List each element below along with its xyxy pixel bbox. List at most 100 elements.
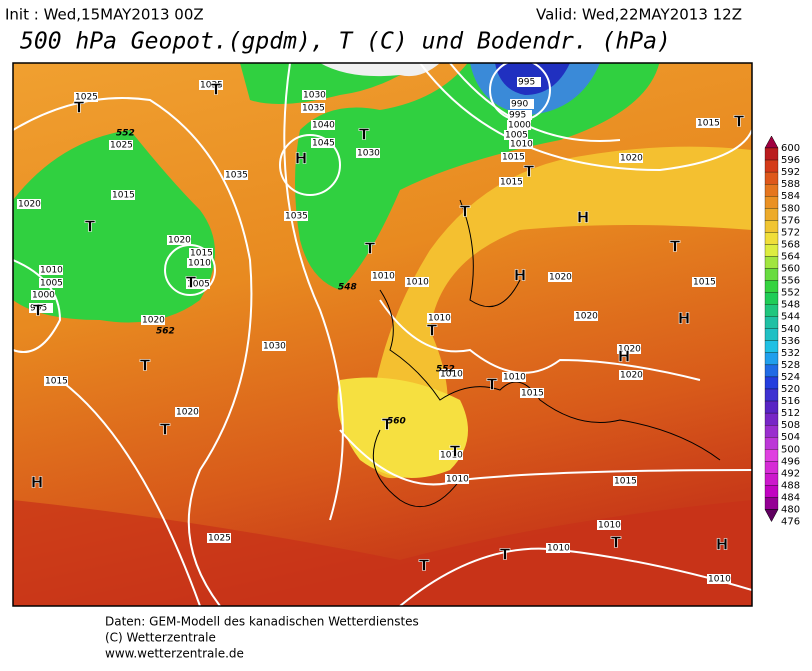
isobar-label-bg: [504, 130, 528, 140]
colorbar-swatch: [764, 424, 779, 438]
pressure-center: T: [359, 126, 370, 144]
isobar-label: 1010: [598, 521, 621, 531]
isobar-label: 1045: [312, 139, 335, 149]
colorbar-swatch: [764, 244, 779, 257]
isobar-label-bg: [175, 407, 199, 417]
isobar-label: 1010: [440, 451, 463, 461]
isobar-label-bg: [207, 533, 231, 543]
isobar-label-bg: [311, 138, 335, 148]
pressure-center: T: [74, 99, 85, 117]
colorbar-swatch: [764, 232, 779, 245]
isobar-label: 1035: [225, 171, 248, 181]
isobar-label: 1010: [510, 140, 533, 150]
isobar-label: 990: [511, 100, 528, 110]
footer-line: Daten: GEM-Modell des kanadischen Wetter…: [105, 615, 419, 629]
colorbar-label: 564: [781, 251, 800, 262]
colorbar-label: 592: [781, 167, 800, 178]
geopotential-label: 562: [156, 327, 175, 337]
colorbar-label: 580: [781, 203, 800, 214]
isobar-label: 1000: [32, 291, 55, 301]
colorbar-label: 536: [781, 336, 800, 347]
pressure-center: T: [160, 421, 171, 439]
pressure-center: T: [419, 557, 430, 575]
isobar-label-bg: [74, 92, 98, 102]
colorbar-label: 520: [781, 384, 800, 395]
colorbar-label: 528: [781, 360, 800, 371]
map-frame: [12, 62, 753, 607]
pressure-center: H: [514, 267, 527, 285]
colorbar-swatch: [764, 340, 779, 353]
pressure-center: T: [365, 240, 376, 258]
colorbar-swatch: [764, 497, 779, 510]
colorbar-swatch: [764, 292, 779, 305]
isobar-label: 1015: [500, 178, 523, 188]
colorbar-label: 544: [781, 312, 800, 323]
pressure-center: T: [382, 416, 393, 434]
isobar-label-bg: [574, 311, 598, 321]
isobar-label-bg: [619, 153, 643, 163]
isobar-label-bg: [301, 103, 325, 113]
colorbar-label: 556: [781, 276, 800, 287]
isobar-label: 1015: [502, 153, 525, 163]
red-area: [13, 500, 752, 606]
geopotential-label: 548: [338, 283, 357, 293]
pressure-center: H: [678, 310, 691, 328]
isobar-label: 1015: [521, 389, 544, 399]
colorbar-label: 532: [781, 348, 800, 359]
isobar-label-bg: [189, 248, 213, 258]
isobar-label: 1035: [285, 212, 308, 222]
colorbar-label: 588: [781, 179, 800, 190]
isobar-label-bg: [707, 574, 731, 584]
pressure-center: T: [670, 238, 681, 256]
isobar-label: 1020: [549, 273, 572, 283]
pressure-center: H: [577, 209, 590, 227]
colorbar-label: 492: [781, 468, 800, 479]
isobar-label-bg: [371, 271, 395, 281]
isobar-label-bg: [141, 315, 165, 325]
isobar-label: 1020: [620, 371, 643, 381]
colorbar-label: 476: [781, 517, 800, 528]
isobar-label-bg: [302, 90, 326, 100]
colorbar-label: 548: [781, 300, 800, 311]
pressure-center: T: [460, 203, 471, 221]
isobar-label: 1020: [142, 316, 165, 326]
colorbar-swatch: [764, 461, 779, 474]
isobar-label: 1020: [176, 408, 199, 418]
isobar-label-bg: [696, 118, 720, 128]
isobar-label: 1025: [110, 141, 133, 151]
isobar-label: 1025: [208, 534, 231, 544]
isobar-label: 995: [30, 304, 47, 314]
colorbar-swatch: [764, 473, 779, 486]
warm-band: [13, 63, 752, 479]
isobar-label-bg: [439, 369, 463, 379]
isobar-label-bg: [517, 77, 541, 87]
colorbar-end: [764, 135, 779, 149]
isobar-label-bg: [508, 110, 532, 120]
isobar-label-bg: [284, 211, 308, 221]
pressure-center: H: [618, 348, 631, 366]
isobar-label: 1010: [40, 266, 63, 276]
colorbar-label: 516: [781, 396, 800, 407]
isobar-label-bg: [692, 277, 716, 287]
isobar-label: 1010: [446, 475, 469, 485]
pressure-center: T: [734, 113, 745, 131]
isobar-label-bg: [109, 140, 133, 150]
isobar-label-bg: [613, 476, 637, 486]
geopotential-label: 560: [387, 417, 406, 427]
colorbar-label: 496: [781, 456, 800, 467]
colorbar-label: 560: [781, 264, 800, 275]
isobar-label-bg: [39, 265, 63, 275]
colorbar-label: 600: [781, 143, 800, 154]
geopotential-label: 552: [436, 365, 455, 375]
isobar-label-bg: [111, 190, 135, 200]
isobar-label-bg: [29, 303, 53, 313]
colorbar-swatch: [764, 412, 779, 426]
pressure-center: T: [33, 302, 44, 320]
colorbar-swatch: [764, 304, 779, 317]
isobar-label: 1020: [168, 236, 191, 246]
pressure-center: T: [487, 376, 498, 394]
isobar-label: 995: [518, 78, 535, 88]
colorbar-label: 568: [781, 239, 800, 250]
